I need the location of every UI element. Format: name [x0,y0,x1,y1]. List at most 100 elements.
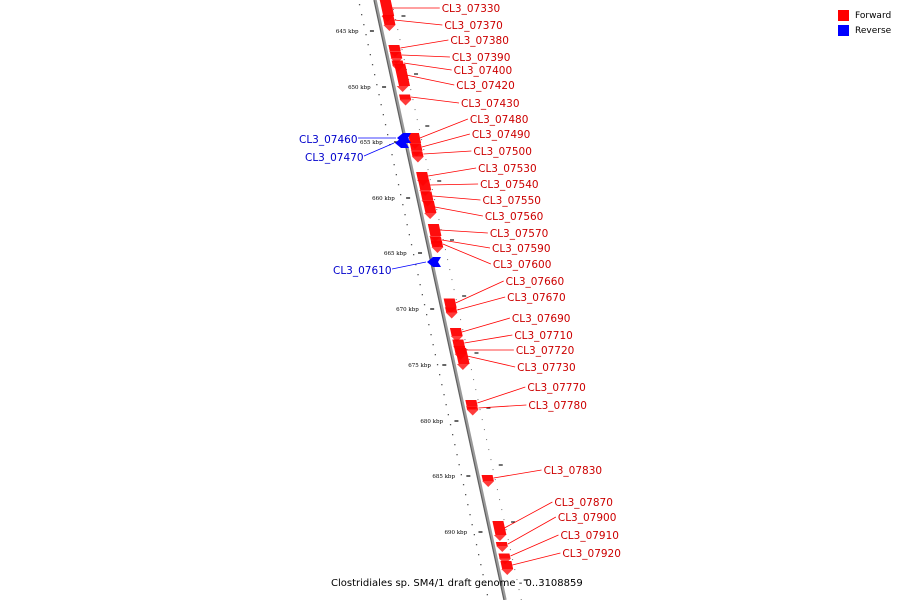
gene-arrowhead-forward [493,535,506,541]
guide-dot [466,349,468,351]
gene-arrowhead-forward [456,364,469,370]
gene-label-forward: CL3_07370 [444,20,503,32]
axis-tick-label: 685 kbp [432,474,455,480]
guide-dot [445,404,447,406]
guide-dot [465,494,467,496]
gene-feature-forward [430,241,444,247]
gene-feature-forward [409,143,423,151]
guide-dot [467,504,469,506]
gene-label-forward: CL3_07830 [544,465,603,477]
gene-feature-forward [452,339,465,347]
gene-label-forward: CL3_07420 [456,80,515,92]
guide-dot [421,139,423,141]
guide-dot [399,39,401,41]
legend-item-reverse: Reverse [838,23,891,38]
guide-dot [387,134,389,136]
gene-leader-line [400,39,449,49]
gene-feature-forward [407,133,422,143]
guide-dot [421,294,423,296]
guide-dot [406,224,408,226]
gene-leader-line [493,469,542,479]
guide-dot [501,509,503,511]
guide-dot [499,499,501,501]
guide-dot [380,104,382,106]
guide-dot [432,344,434,346]
guide-dot [402,204,404,206]
gene-label-forward: CL3_07540 [480,179,539,191]
gene-feature-forward [422,201,437,213]
guide-dot [417,274,419,276]
gene-label-forward: CL3_07480 [470,114,529,126]
guide-dot [431,189,433,191]
guide-dot [358,4,361,6]
gene-leader-line [419,118,469,139]
gene-arrowhead-forward [411,156,424,163]
guide-dot [416,119,418,121]
gene-feature-forward [420,191,434,201]
gene-leader-line [455,280,504,304]
gene-feature-forward [500,561,514,569]
guide-dot [395,174,397,176]
guide-dot [408,234,410,236]
gene-label-forward: CL3_07660 [506,276,565,288]
guide-dot [397,29,399,31]
genome-caption: Clostridiales sp. SM4/1 draft genome - 0… [331,578,583,589]
gene-arrowhead-forward [482,481,495,487]
gene-feature-forward [416,172,429,180]
guide-dot [392,9,394,11]
guide-dot [410,244,413,246]
gene-feature-forward [498,553,511,559]
gene-label-forward: CL3_07920 [562,548,621,560]
guide-dot [393,164,395,166]
guide-dot [423,304,426,306]
guide-dot [427,169,429,171]
guide-dot [460,474,462,476]
gene-feature-forward [382,15,396,25]
gene-label-forward: CL3_07380 [450,35,509,47]
guide-dot [449,424,452,426]
guide-dot [391,154,393,156]
guide-dot [410,89,412,91]
gene-label-forward: CL3_07330 [442,3,501,15]
guide-dot [413,254,415,256]
guide-dot [477,399,479,401]
gene-feature-forward [495,542,508,546]
guide-dot [518,589,520,591]
guide-dot [488,449,490,451]
gene-feature-forward [481,475,494,481]
guide-dot [471,524,473,526]
guide-dot [460,319,462,321]
gene-label-reverse: CL3_07470 [305,152,364,164]
gene-leader-line [504,501,553,529]
gene-feature-forward [455,348,470,364]
guide-dot [475,389,477,391]
guide-dot [490,459,492,461]
guide-dot [438,219,440,221]
guide-dot [462,329,464,331]
guide-dot [447,414,449,416]
axis-tick-label: 650 kbp [348,85,371,91]
guide-dot [363,24,365,26]
guide-dot [436,364,439,366]
guide-dot [453,289,455,291]
guide-dot [425,159,427,161]
guide-dot [415,264,417,266]
gene-feature-forward [389,52,403,58]
guide-dot [441,384,443,386]
guide-dot [428,324,430,326]
guide-dot [451,279,453,281]
gene-leader-line [441,239,491,249]
gene-leader-line [442,243,492,265]
gene-arrowhead-forward [445,312,458,319]
guide-dot [434,199,436,201]
guide-dot [395,19,397,21]
gene-feature-reverse [427,257,441,267]
guide-dot [443,394,445,396]
guide-dot [426,314,428,316]
gene-leader-line [467,355,516,368]
guide-dot [452,434,454,436]
gene-leader-line [428,167,477,177]
guide-dot [486,594,488,596]
